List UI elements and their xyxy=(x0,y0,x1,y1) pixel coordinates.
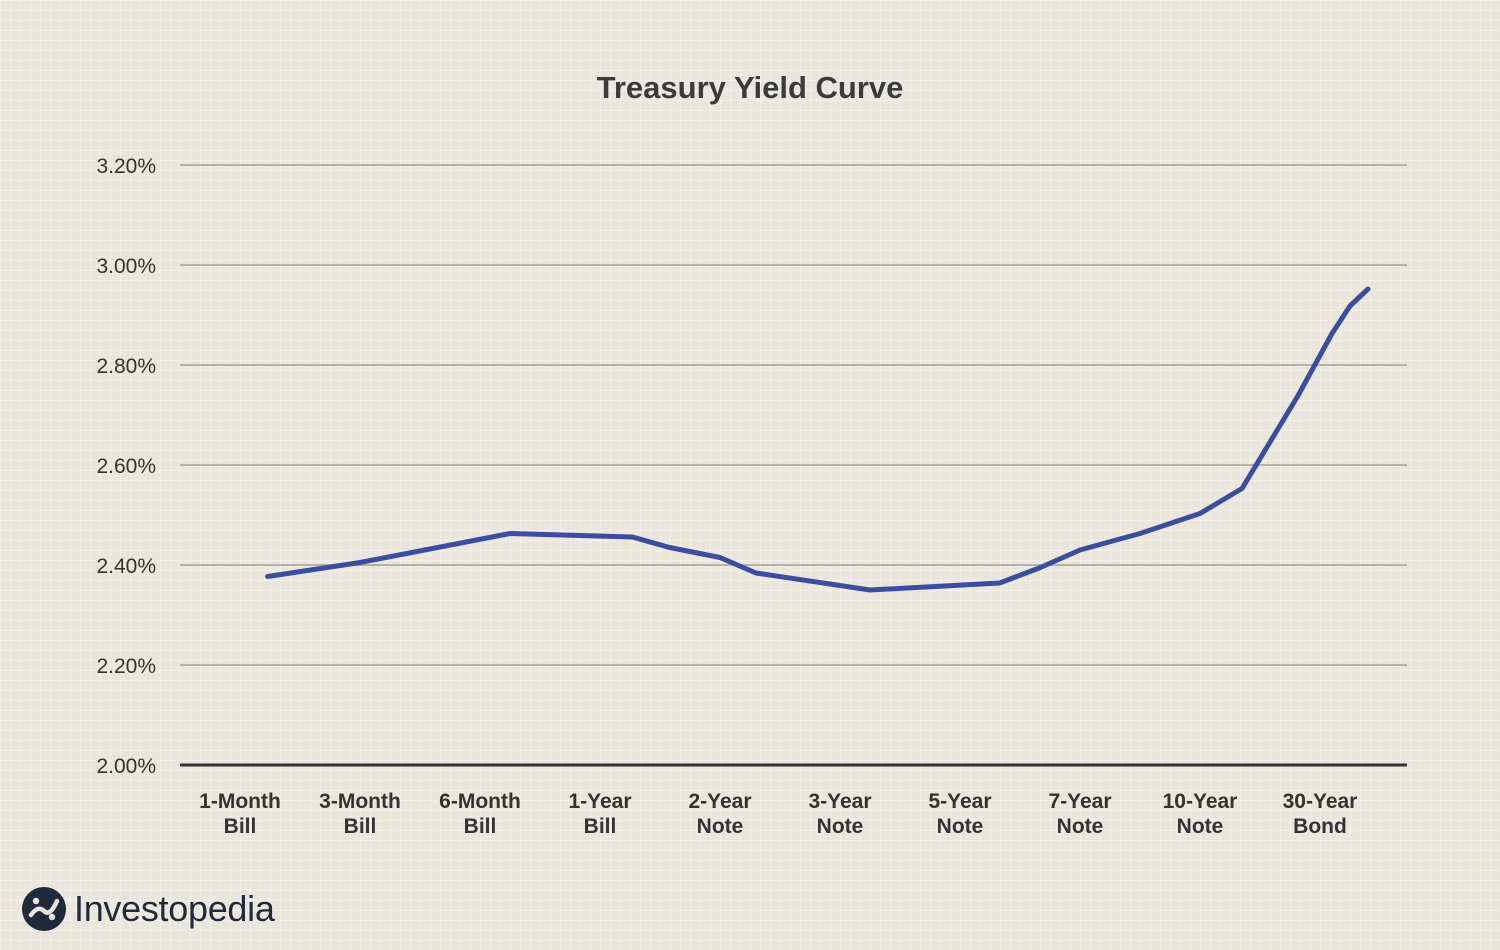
x-tick-label: 10-Year Note xyxy=(1163,790,1238,838)
logo-text: Investopedia xyxy=(74,888,275,929)
x-tick-label: 5-Year Note xyxy=(928,790,991,838)
x-tick-label: 3-Year Note xyxy=(808,790,871,838)
x-tick-label: 30-Year Bond xyxy=(1283,790,1358,838)
y-axis-ticks: 2.00% 2.20% 2.40% 2.60% 2.80% 3.00% 3.20% xyxy=(96,155,156,778)
x-tick-label: 3-Month Bill xyxy=(319,790,401,838)
y-tick-label: 2.00% xyxy=(96,755,156,778)
series-line xyxy=(265,286,1371,593)
investopedia-logo-icon xyxy=(22,887,66,931)
x-tick-label: 1-Year Bill xyxy=(568,790,631,838)
series-layer xyxy=(265,286,1371,593)
chart-title: Treasury Yield Curve xyxy=(597,70,904,105)
x-tick-label: 2-Year Note xyxy=(688,790,751,838)
investopedia-logo: Investopedia xyxy=(22,884,275,934)
x-tick-label: 1-Month Bill xyxy=(199,790,281,838)
x-axis-ticks: 1-Month Bill 3-Month Bill 6-Month Bill 1-Year B… xyxy=(199,790,1357,838)
y-tick-label: 2.40% xyxy=(96,555,156,578)
y-tick-label: 2.80% xyxy=(96,355,156,378)
x-tick-label: 7-Year Note xyxy=(1048,790,1111,838)
y-tick-label: 3.00% xyxy=(96,255,156,278)
y-tick-label: 2.60% xyxy=(96,455,156,478)
y-tick-label: 2.20% xyxy=(96,655,156,678)
x-tick-label: 6-Month Bill xyxy=(439,790,521,838)
gridlines xyxy=(180,164,1407,767)
y-tick-label: 3.20% xyxy=(96,155,156,178)
